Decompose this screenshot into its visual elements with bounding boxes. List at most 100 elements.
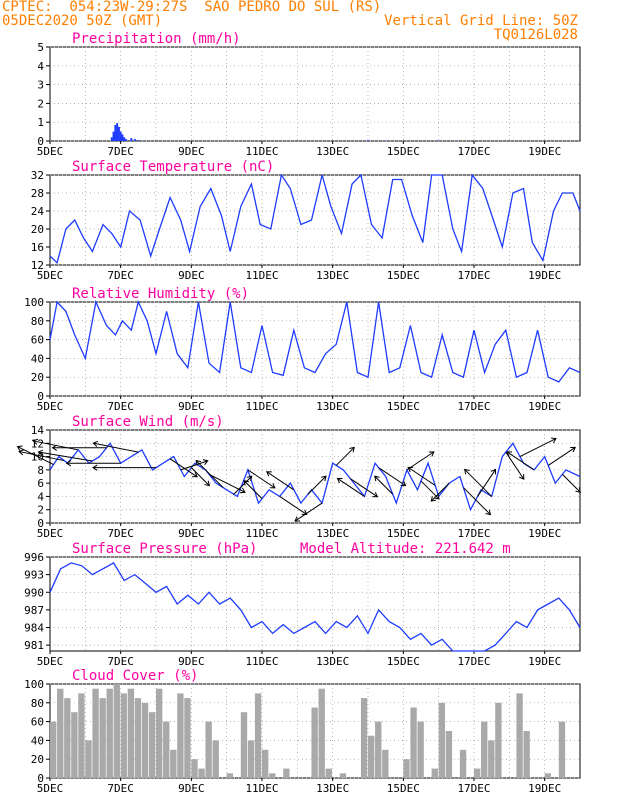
y-tick-label: 16 — [31, 241, 44, 254]
wind-arrow-head — [192, 472, 198, 478]
x-tick-label: 7DEC — [107, 655, 134, 668]
wind-arrow — [350, 478, 378, 498]
cloud-bar — [226, 773, 234, 778]
x-tick-label: 19DEC — [528, 145, 561, 158]
panel-frame — [49, 556, 581, 652]
x-tick-label: 11DEC — [245, 145, 278, 158]
wind-arrow — [243, 480, 263, 499]
cloud-bar — [262, 749, 269, 778]
wind-arrow-head — [269, 483, 276, 489]
series-line — [49, 299, 581, 383]
x-tick-label: 17DEC — [457, 400, 490, 413]
wind-arrow-head — [320, 475, 327, 482]
x-tick-label: 11DEC — [245, 269, 278, 282]
wind-arrow-head — [485, 509, 492, 516]
panel-title: Relative Humidity (%) — [72, 286, 249, 302]
y-tick-label: 60 — [31, 334, 44, 347]
precip-bar — [130, 138, 133, 141]
y-tick-label: 993 — [24, 569, 44, 582]
x-tick-label: 19DEC — [528, 782, 561, 795]
panel-title: Surface Wind (m/s) — [72, 414, 224, 430]
x-tick-label: 9DEC — [178, 527, 205, 540]
x-tick-label: 13DEC — [316, 655, 349, 668]
cloud-bar — [382, 749, 389, 778]
cloud-bar — [198, 768, 205, 778]
y-tick-label: 20 — [31, 223, 44, 236]
wind-arrow — [406, 451, 435, 471]
y-tick-label: 20 — [31, 753, 44, 766]
cloud-bar — [459, 749, 467, 778]
cloud-bar — [474, 768, 481, 778]
y-tick-label: 0 — [37, 772, 44, 785]
wind-arrow-head — [400, 480, 407, 487]
x-tick-label: 5DEC — [37, 145, 64, 158]
cloud-bar — [50, 721, 57, 778]
wind-arrow-head — [570, 446, 576, 453]
wind-arrow-head — [195, 459, 202, 466]
precip-bar — [117, 126, 120, 141]
y-tick-label: 0 — [37, 517, 44, 530]
wind-arrow — [547, 447, 576, 466]
wind-arrow-head — [490, 468, 497, 475]
wind-arrow-head — [65, 460, 72, 467]
wind-arrow-head — [18, 449, 24, 456]
wind-arrow-head — [243, 479, 249, 486]
x-tick-label: 11DEC — [245, 400, 278, 413]
x-tick-label: 17DEC — [457, 527, 490, 540]
wind-arrow — [266, 471, 295, 491]
cloud-bar — [445, 731, 453, 778]
x-tick-label: 19DEC — [528, 400, 561, 413]
wind-arrow-head — [246, 475, 253, 482]
precip-bar — [384, 140, 387, 141]
panel-frame — [49, 429, 581, 524]
wind-arrow-head — [428, 451, 435, 457]
cloud-bar — [120, 693, 128, 778]
series-line — [49, 442, 581, 512]
cloud-bar — [127, 688, 135, 778]
y-tick-label: 28 — [31, 187, 44, 200]
wind-arrow-head — [336, 477, 343, 484]
cloud-bar — [495, 702, 502, 778]
x-tick-label: 13DEC — [316, 269, 349, 282]
panel-title: Surface Temperature (nC) — [72, 159, 274, 175]
wind-arrow — [279, 496, 307, 515]
wind-arrow — [233, 475, 253, 495]
x-tick-label: 5DEC — [37, 527, 64, 540]
y-tick-label: 3 — [37, 79, 44, 92]
x-tick-label: 19DEC — [528, 269, 561, 282]
x-tick-label: 13DEC — [316, 782, 349, 795]
cloud-bar — [92, 688, 99, 778]
x-tick-label: 15DEC — [387, 527, 420, 540]
cloud-bar — [318, 688, 325, 778]
wind-arrow-head — [301, 509, 308, 515]
x-tick-label: 5DEC — [37, 655, 64, 668]
wind-arrow-head — [519, 474, 525, 480]
cloud-bar — [269, 773, 276, 778]
y-tick-label: 0 — [37, 390, 44, 403]
wind-arrow-head — [430, 496, 437, 502]
x-tick-label: 5DEC — [37, 269, 64, 282]
precip-bar — [110, 137, 113, 141]
y-tick-label: 1 — [37, 116, 44, 129]
cloud-bar — [339, 773, 347, 778]
precip-bar — [112, 131, 115, 141]
x-tick-label: 15DEC — [387, 655, 420, 668]
wind-arrow-head — [51, 444, 58, 451]
wind-arrow — [374, 475, 394, 495]
cloud-bar — [417, 721, 424, 778]
precip-bar — [367, 140, 369, 141]
wind-arrow — [247, 469, 276, 489]
wind-arrow — [505, 451, 525, 480]
panel-annotation: Model Altitude: 221.642 m — [300, 541, 511, 557]
precip-bar — [123, 137, 126, 141]
cloud-bar — [254, 693, 262, 778]
cloud-bar — [212, 740, 219, 778]
cloud-bar — [410, 707, 417, 778]
wind-arrow-head — [266, 471, 272, 477]
wind-arrow — [378, 467, 406, 487]
wind-arrow — [195, 460, 224, 488]
header-date: 05DEC2020 50Z (GMT) — [2, 13, 163, 29]
cloud-bar — [438, 702, 446, 778]
wind-arrow-head — [464, 468, 470, 475]
y-tick-label: 80 — [31, 315, 44, 328]
